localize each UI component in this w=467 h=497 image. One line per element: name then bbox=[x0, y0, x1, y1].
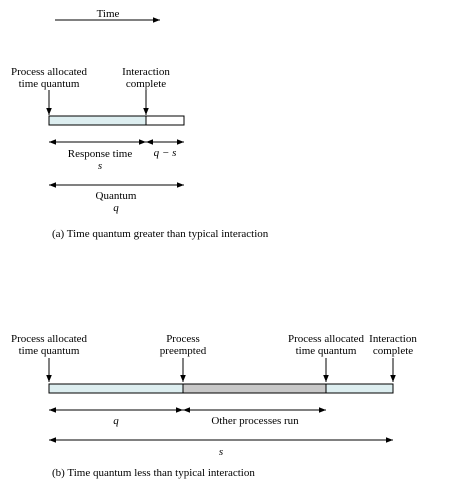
b-process-allocated-2-label-line1: Process allocated bbox=[288, 333, 365, 345]
b-other-label: Other processes run bbox=[211, 415, 299, 427]
b-segment-other bbox=[182, 383, 327, 394]
a-caption: (a) Time quantum greater than typical in… bbox=[52, 228, 269, 240]
a-q-label: q bbox=[113, 202, 119, 214]
b-segment-1 bbox=[48, 383, 184, 394]
b-caption: (b) Time quantum less than typical inter… bbox=[52, 467, 255, 479]
a-process-allocated-label-line1: Process allocated bbox=[11, 66, 88, 78]
time-arrow: Time bbox=[55, 8, 160, 23]
a-interaction-label-line1: Interaction bbox=[122, 66, 170, 78]
b-preempted-label-line1: Process bbox=[166, 333, 200, 345]
diagram-b: Process allocated time quantum Process p… bbox=[11, 333, 417, 479]
a-idle-segment bbox=[145, 115, 185, 126]
b-segment-2 bbox=[325, 383, 394, 394]
a-response-time-label: Response time bbox=[68, 148, 133, 160]
b-preempted-label-line2: preempted bbox=[160, 345, 207, 357]
time-label: Time bbox=[97, 8, 120, 20]
a-q-minus-s-label: q − s bbox=[154, 147, 177, 159]
b-interaction-label-line1: Interaction bbox=[369, 333, 417, 345]
a-active-segment bbox=[48, 115, 147, 126]
a-interaction-label-line2: complete bbox=[126, 78, 166, 90]
b-interaction-label-line2: complete bbox=[373, 345, 413, 357]
b-process-allocated-1-label-line1: Process allocated bbox=[11, 333, 88, 345]
b-q-label: q bbox=[113, 415, 119, 427]
b-process-allocated-2-label-line2: time quantum bbox=[296, 345, 357, 357]
b-s-label: s bbox=[219, 446, 223, 458]
a-s-label: s bbox=[98, 160, 102, 172]
a-quantum-label: Quantum bbox=[96, 190, 137, 202]
a-process-allocated-label-line2: time quantum bbox=[19, 78, 80, 90]
diagram-a: Process allocated time quantum Interacti… bbox=[11, 66, 269, 240]
b-process-allocated-1-label-line2: time quantum bbox=[19, 345, 80, 357]
